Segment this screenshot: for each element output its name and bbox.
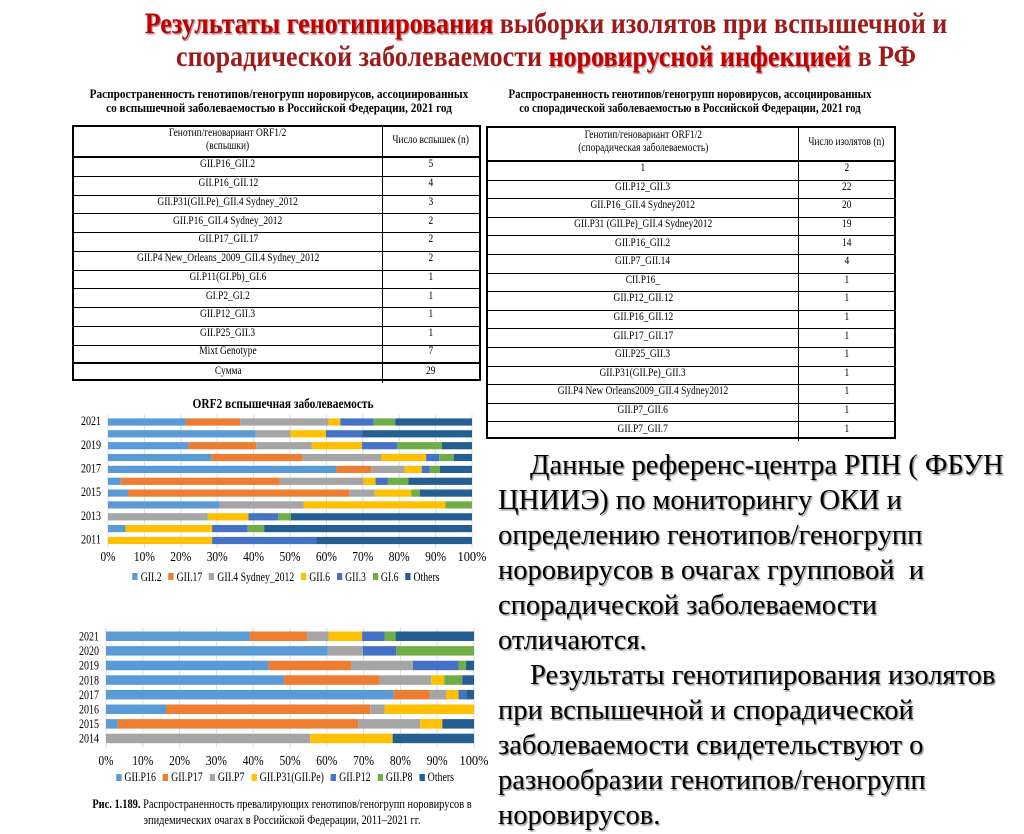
svg-text:80%: 80% [389,549,410,564]
svg-text:2021: 2021 [79,629,99,644]
svg-text:2014: 2014 [79,731,99,746]
svg-text:2019: 2019 [81,437,101,452]
svg-text:40%: 40% [243,753,264,768]
svg-text:10%: 10% [132,753,153,768]
svg-text:60%: 60% [316,549,337,564]
svg-text:50%: 50% [280,753,301,768]
svg-text:2018: 2018 [79,672,99,687]
svg-text:30%: 30% [207,549,228,564]
svg-text:2015: 2015 [79,716,99,731]
svg-text:2020: 2020 [79,643,99,658]
svg-text:40%: 40% [243,549,264,564]
svg-text:2015: 2015 [81,484,101,499]
svg-text:2019: 2019 [79,658,99,673]
svg-text:70%: 70% [352,549,373,564]
svg-text:2021: 2021 [81,413,101,428]
svg-text:70%: 70% [353,753,374,768]
svg-text:2016: 2016 [79,702,99,717]
svg-text:0%: 0% [101,549,116,564]
svg-text:90%: 90% [425,549,446,564]
svg-text:ORF2 вспышечная заболеваемость: ORF2 вспышечная заболеваемость [193,396,374,411]
svg-text:100%: 100% [458,549,487,564]
svg-text:30%: 30% [206,753,227,768]
svg-text:90%: 90% [427,753,448,768]
svg-text:50%: 50% [280,549,301,564]
svg-text:10%: 10% [134,549,155,564]
svg-text:2017: 2017 [79,687,99,702]
svg-text:2013: 2013 [81,508,101,523]
svg-text:0%: 0% [99,753,114,768]
svg-text:60%: 60% [316,753,337,768]
svg-text:2011: 2011 [81,532,101,547]
svg-text:2017: 2017 [81,461,101,476]
svg-text:100%: 100% [460,753,489,768]
svg-text:80%: 80% [390,753,411,768]
svg-text:20%: 20% [170,549,191,564]
svg-text:20%: 20% [169,753,190,768]
